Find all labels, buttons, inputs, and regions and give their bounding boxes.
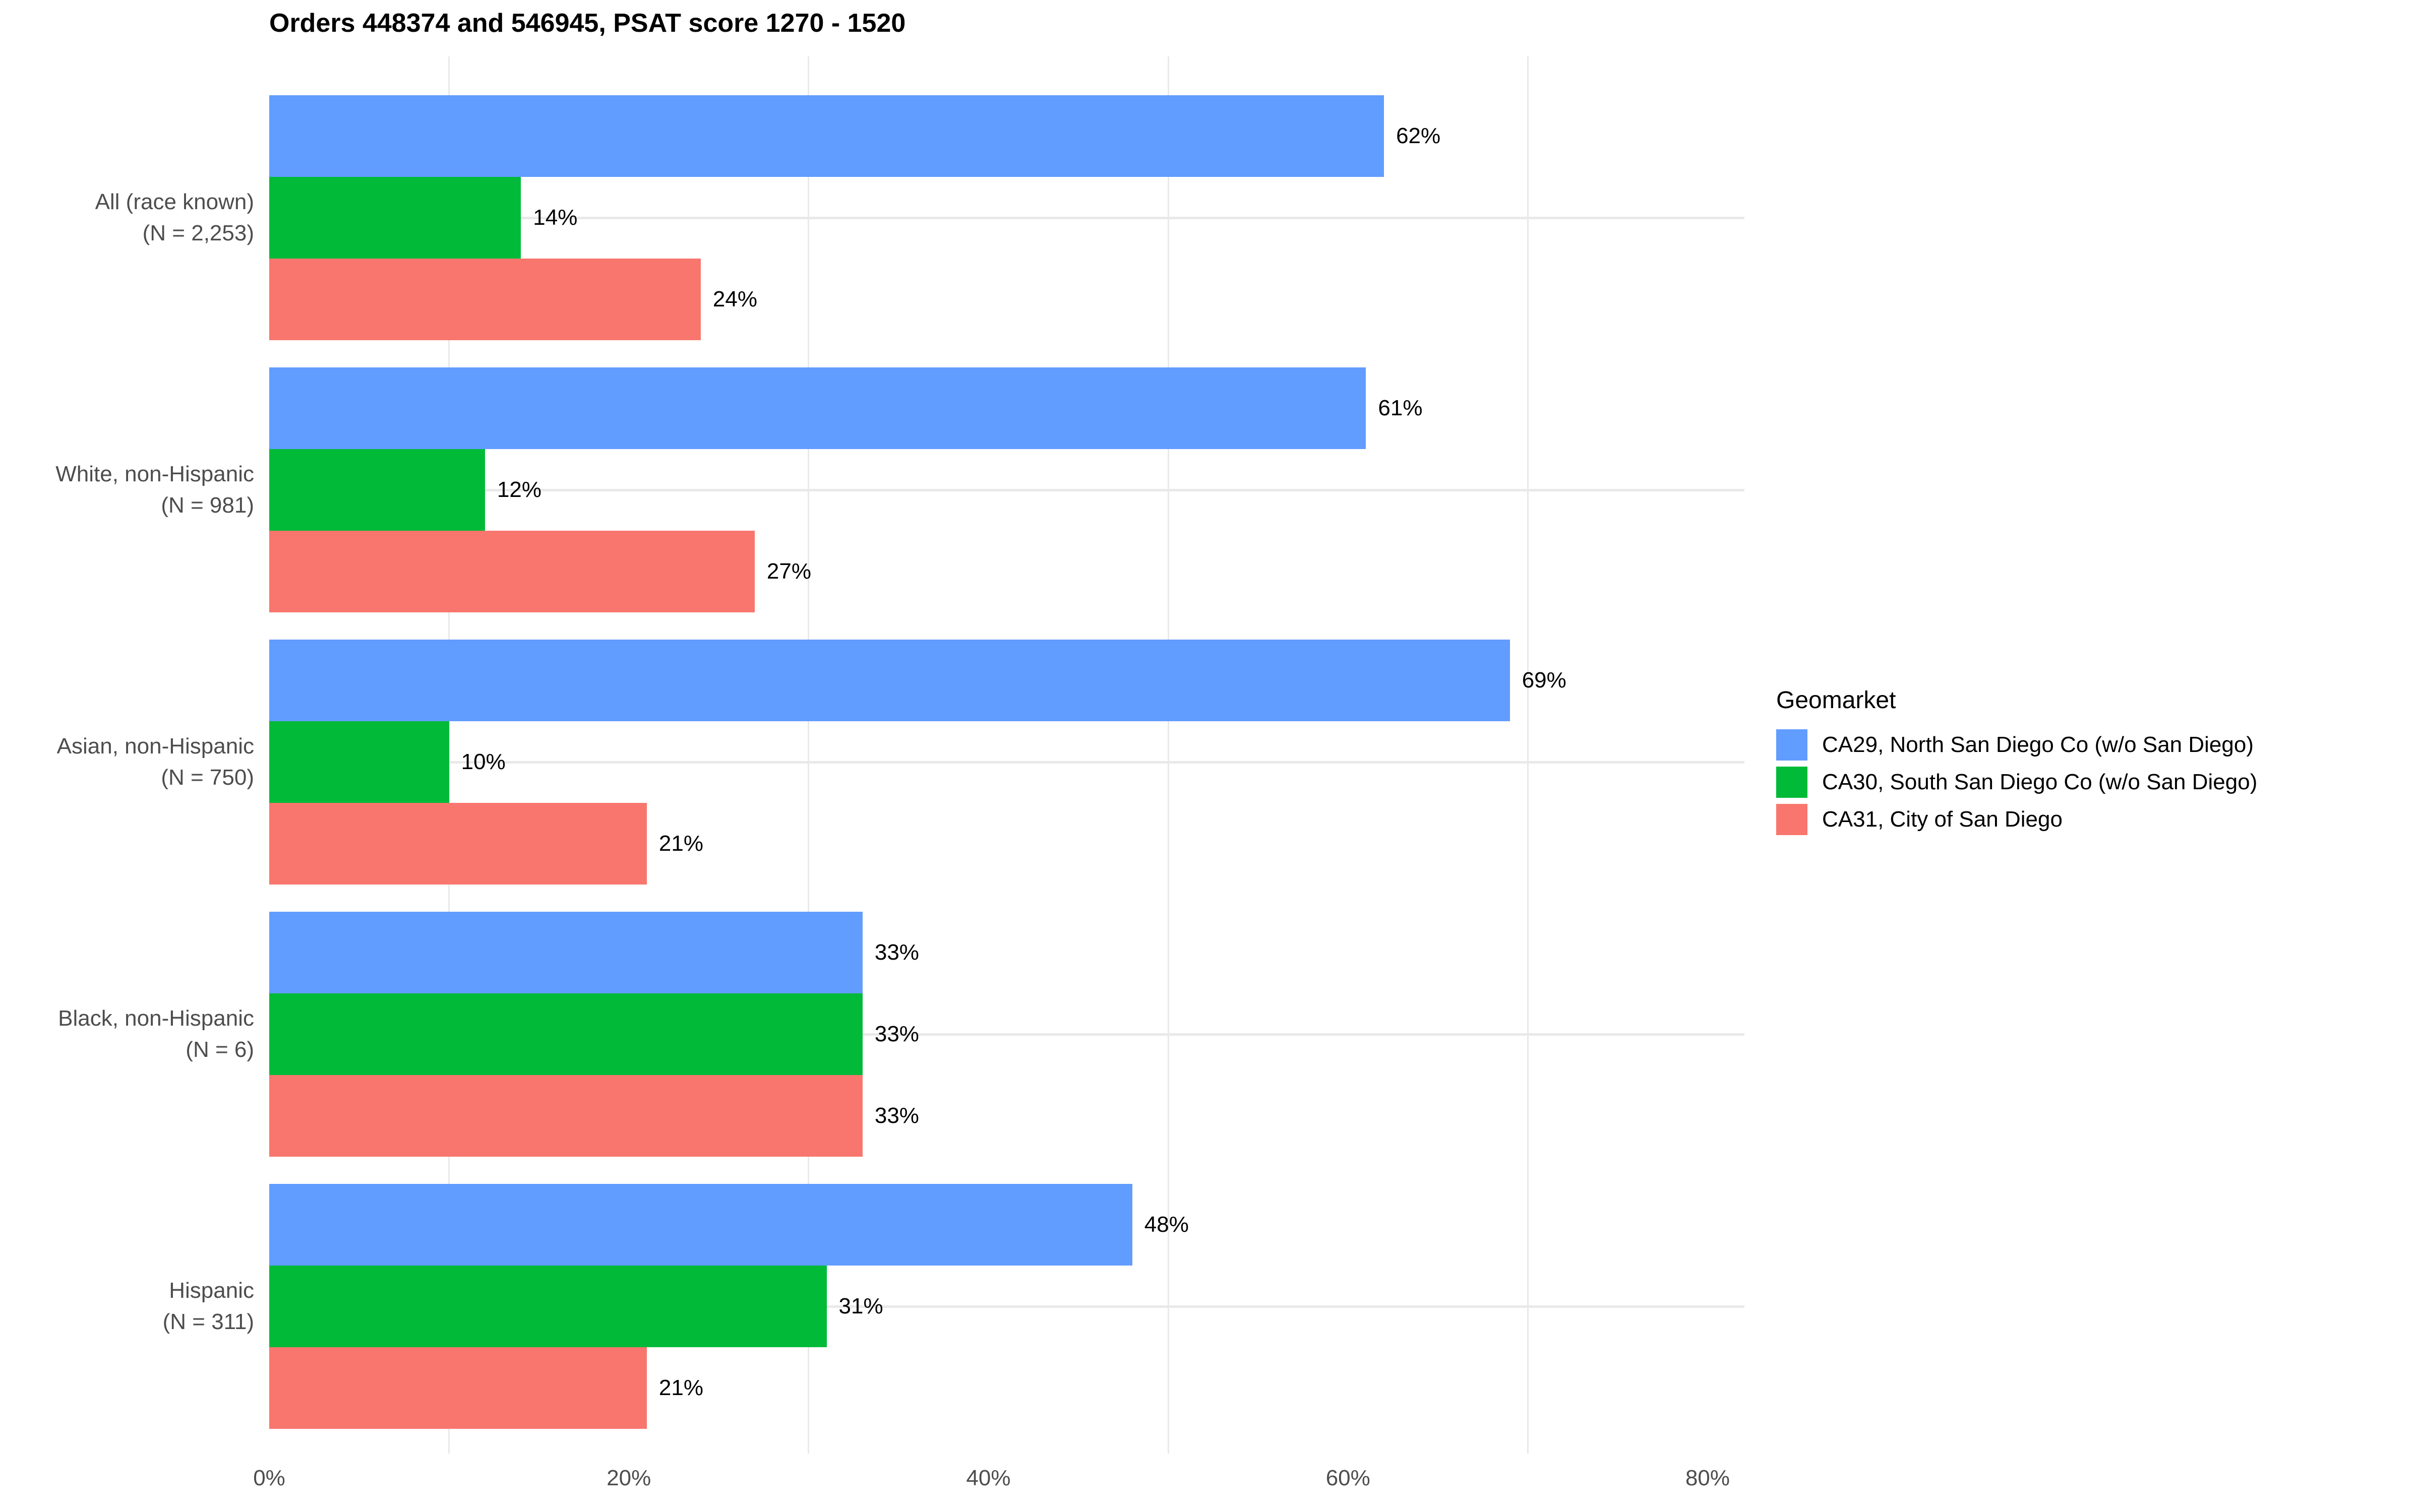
bar [269,1347,647,1429]
legend-title: Geomarket [1776,687,1896,714]
bar-value-label: 69% [1522,668,1566,692]
minor-gridline [808,56,810,1454]
y-axis-category-label-line: (N = 750) [161,765,254,790]
minor-gridline [448,56,450,1454]
y-axis-category-label: All (race known) (N = 2,253) [0,186,254,249]
bar-value-label: 10% [461,749,506,774]
bar-value-label: 31% [838,1294,883,1318]
x-axis-tick-label: 80% [1685,1466,1730,1490]
category-gridline [269,216,1744,219]
bar-value-label: 62% [1396,123,1441,148]
x-axis-tick-label: 0% [253,1466,285,1490]
bar [269,721,449,803]
bar [269,1184,1132,1266]
y-axis-category-label-line: Black, non-Hispanic [58,1006,254,1031]
y-axis-category-label-line: White, non-Hispanic [55,462,254,486]
bar [269,803,647,885]
legend-key-swatch [1776,804,1807,835]
legend-item: CA30, South San Diego Co (w/o San Diego) [1776,767,2257,798]
y-axis-category-label-line: Hispanic [169,1278,254,1303]
legend-item: CA29, North San Diego Co (w/o San Diego) [1776,729,2257,761]
bar [269,1266,827,1347]
bar-value-label: 14% [533,205,578,230]
x-axis-tick-label: 40% [966,1466,1011,1490]
legend-key-swatch [1776,767,1807,798]
chart-title: Orders 448374 and 546945, PSAT score 127… [269,9,906,38]
category-gridline [269,1305,1744,1308]
bar [269,259,701,340]
legend: Geomarket CA29, North San Diego Co (w/o … [1776,686,2257,841]
legend-item-label: CA29, North San Diego Co (w/o San Diego) [1822,732,2254,757]
category-gridline [269,761,1744,764]
x-axis-tick-label: 20% [607,1466,651,1490]
bar [269,531,755,612]
bar [269,95,1384,177]
legend-item-label: CA30, South San Diego Co (w/o San Diego) [1822,770,2258,794]
y-axis-category-label: Asian, non-Hispanic (N = 750) [0,731,254,793]
bar-value-label: 12% [497,477,542,502]
bar [269,912,863,993]
bar [269,1075,863,1157]
bar [269,640,1510,721]
category-gridline [269,488,1744,491]
legend-item: CA31, City of San Diego [1776,804,2257,835]
y-axis-category-label-line: (N = 2,253) [142,221,254,245]
bar [269,993,863,1075]
bar-value-label: 27% [766,559,811,584]
bar-value-label: 33% [874,940,919,965]
legend-item-label: CA31, City of San Diego [1822,807,2063,832]
bar-value-label: 21% [658,831,703,856]
x-axis-tick-label: 60% [1325,1466,1370,1490]
bar-value-label: 33% [874,1022,919,1046]
y-axis-category-label: Hispanic (N = 311) [0,1275,254,1338]
bar-value-label: 21% [658,1375,703,1400]
y-axis-category-label-line: Asian, non-Hispanic [56,734,254,759]
y-axis-category-label-line: (N = 6) [186,1037,254,1062]
legend-items: CA29, North San Diego Co (w/o San Diego)… [1776,729,2257,835]
minor-gridline [1167,56,1169,1454]
y-axis-category-label: White, non-Hispanic (N = 981) [0,459,254,521]
bar-value-label: 33% [874,1103,919,1128]
bar [269,367,1366,449]
bar-value-label: 24% [712,287,757,311]
legend-key-swatch [1776,729,1807,761]
y-axis-category-label: Black, non-Hispanic (N = 6) [0,1003,254,1065]
minor-gridline [1527,56,1529,1454]
category-gridline [269,1033,1744,1036]
bar [269,449,485,531]
y-axis-category-label-line: (N = 311) [162,1309,254,1334]
bar-value-label: 48% [1144,1212,1189,1237]
y-axis-category-label-line: All (race known) [95,190,254,214]
bar-value-label: 61% [1378,396,1423,420]
y-axis-category-label-line: (N = 981) [161,493,254,518]
bar [269,177,521,259]
